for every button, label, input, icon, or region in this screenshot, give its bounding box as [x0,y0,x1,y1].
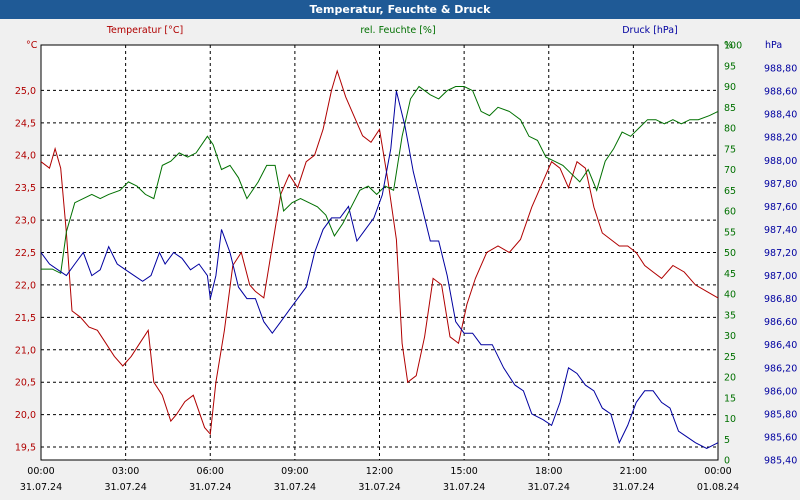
grid [41,45,718,460]
x-tick-time: 03:00 [112,466,139,477]
pressure-tick-label: 988,00 [764,156,797,167]
x-tick-time: 12:00 [366,466,393,477]
humidity-tick-label: 75 [724,144,736,155]
pressure-tick-label: 988,80 [764,64,797,75]
pressure-tick-label: 987,00 [764,271,797,282]
pressure-tick-label: 986,00 [764,386,797,397]
x-tick-date: 31.07.24 [612,482,654,493]
x-tick-date: 01.08.24 [697,482,739,493]
x-tick-date: 31.07.24 [189,482,231,493]
pressure-tick-label: 987,80 [764,179,797,190]
humidity-tick-label: 5 [724,435,730,446]
pressure-tick-label: 988,60 [764,87,797,98]
temperature-unit: °C [26,40,38,51]
humidity-tick-label: 70 [724,165,736,176]
humidity-tick-label: 65 [724,186,736,197]
temperature-tick-label: 24,0 [15,151,36,162]
pressure-tick-label: 985,80 [764,409,797,420]
x-tick-date: 31.07.24 [528,482,570,493]
humidity-tick-label: 0 [724,456,730,467]
series-lines [40,69,719,450]
humidity-tick-label: 50 [724,248,736,259]
humidity-tick-label: 80 [724,124,736,135]
humidity-tick-label: 60 [724,207,736,218]
pressure-tick-label: 986,80 [764,294,797,305]
series-line-humidity [41,85,719,275]
temperature-tick-label: 19,5 [15,443,36,454]
pressure-tick-label: 987,40 [764,225,797,236]
humidity-unit: % [724,40,733,51]
legend-humidity: rel. Feuchte [%] [360,25,435,36]
x-tick-time: 09:00 [281,466,308,477]
humidity-tick-label: 15 [724,393,736,404]
temperature-tick-label: 20,5 [15,378,36,389]
series-line-pressure [40,90,719,450]
humidity-tick-label: 85 [724,103,736,114]
pressure-tick-label: 987,60 [764,202,797,213]
x-tick-date: 31.07.24 [358,482,400,493]
humidity-tick-label: 40 [724,290,736,301]
temperature-tick-label: 20,0 [15,410,36,421]
pressure-tick-label: 985,40 [764,456,797,467]
temperature-tick-label: 21,5 [15,313,36,324]
humidity-tick-label: 55 [724,227,736,238]
humidity-tick-label: 95 [724,61,736,72]
humidity-tick-label: 100 [724,41,742,52]
temperature-tick-label: 25,0 [15,86,36,97]
x-tick-time: 21:00 [620,466,647,477]
tick-labels: 19,5 20,0 20,5 21,0 21,5 22,0 22,5 23,0 23,5 24,0… [15,41,797,494]
temperature-tick-label: 22,5 [15,248,36,259]
weather-chart: 19,5 20,0 20,5 21,0 21,5 22,0 22,5 23,0 23,5 24,0… [15,25,797,494]
x-tick-date: 31.07.24 [104,482,146,493]
pressure-tick-label: 988,20 [764,133,797,144]
temperature-tick-label: 22,0 [15,280,36,291]
temperature-tick-label: 24,5 [15,118,36,129]
humidity-tick-label: 35 [724,310,736,321]
pressure-tick-label: 986,20 [764,363,797,374]
humidity-tick-label: 30 [724,331,736,342]
x-tick-time: 15:00 [450,466,477,477]
x-tick-time: 06:00 [197,466,224,477]
humidity-tick-label: 45 [724,269,736,280]
humidity-tick-label: 10 [724,414,736,425]
legend-pressure: Druck [hPa] [622,25,678,36]
legend-temperature: Temperatur [°C] [106,25,183,36]
humidity-tick-label: 25 [724,352,736,363]
chart-title: Temperatur, Feuchte & Druck [0,0,800,19]
humidity-tick-label: 90 [724,82,736,93]
pressure-tick-label: 987,20 [764,248,797,259]
x-tick-time: 00:00 [704,466,731,477]
pressure-tick-label: 988,40 [764,110,797,121]
temperature-tick-label: 23,5 [15,183,36,194]
pressure-unit: hPa [765,40,782,51]
series-line-temperature [40,69,719,436]
x-tick-time: 18:00 [535,466,562,477]
x-tick-date: 31.07.24 [274,482,316,493]
humidity-tick-label: 20 [724,373,736,384]
pressure-tick-label: 985,60 [764,432,797,443]
pressure-tick-label: 986,60 [764,317,797,328]
temperature-tick-label: 21,0 [15,345,36,356]
pressure-tick-label: 986,40 [764,340,797,351]
temperature-tick-label: 23,0 [15,216,36,227]
x-tick-date: 31.07.24 [443,482,485,493]
x-tick-date: 31.07.24 [20,482,62,493]
x-tick-time: 00:00 [27,466,54,477]
